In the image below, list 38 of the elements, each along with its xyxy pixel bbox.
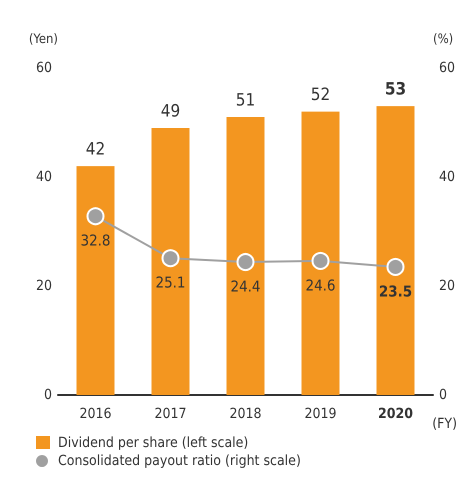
y2-axis-title: (%) [433, 32, 454, 47]
data-label: 25.1 [155, 274, 186, 292]
x-tick-label: 2019 [304, 406, 337, 422]
y-tick-label: 60 [36, 60, 52, 76]
x-tick-label: 2020 [378, 406, 414, 422]
y-axis-title: (Yen) [28, 32, 58, 47]
y-tick-label: 20 [36, 278, 52, 294]
data-label: 23.5 [378, 282, 412, 300]
point [312, 252, 330, 270]
y2-tick-label: 0 [439, 387, 448, 403]
point [162, 249, 180, 268]
point [86, 207, 104, 226]
bar [152, 128, 190, 395]
y-tick-label: 0 [44, 387, 52, 403]
data-label: 49 [160, 101, 180, 122]
data-label: 53 [384, 80, 406, 100]
data-label: 32.8 [80, 232, 111, 250]
legend-label: Consolidated payout ratio (right scale) [58, 453, 301, 469]
x-axis-title: (FY) [432, 416, 458, 432]
point [236, 253, 254, 272]
data-label: 24.6 [305, 276, 336, 294]
data-label: 52 [310, 85, 330, 106]
bar [302, 112, 340, 395]
data-label: 51 [236, 90, 256, 111]
bar [226, 117, 264, 395]
y2-tick-label: 60 [439, 60, 456, 76]
data-label: 24.4 [230, 278, 261, 296]
legend-label: Dividend per share (left scale) [58, 435, 248, 451]
bar [376, 106, 414, 395]
x-tick-label: 2017 [154, 406, 187, 422]
y2-tick-label: 40 [439, 169, 456, 185]
point [386, 258, 404, 276]
y-tick-label: 40 [36, 169, 52, 185]
y2-tick-label: 20 [439, 278, 456, 294]
x-tick-label: 2018 [229, 406, 262, 422]
data-label: 42 [86, 140, 106, 160]
x-tick-label: 2016 [79, 406, 112, 422]
bar [76, 166, 114, 395]
